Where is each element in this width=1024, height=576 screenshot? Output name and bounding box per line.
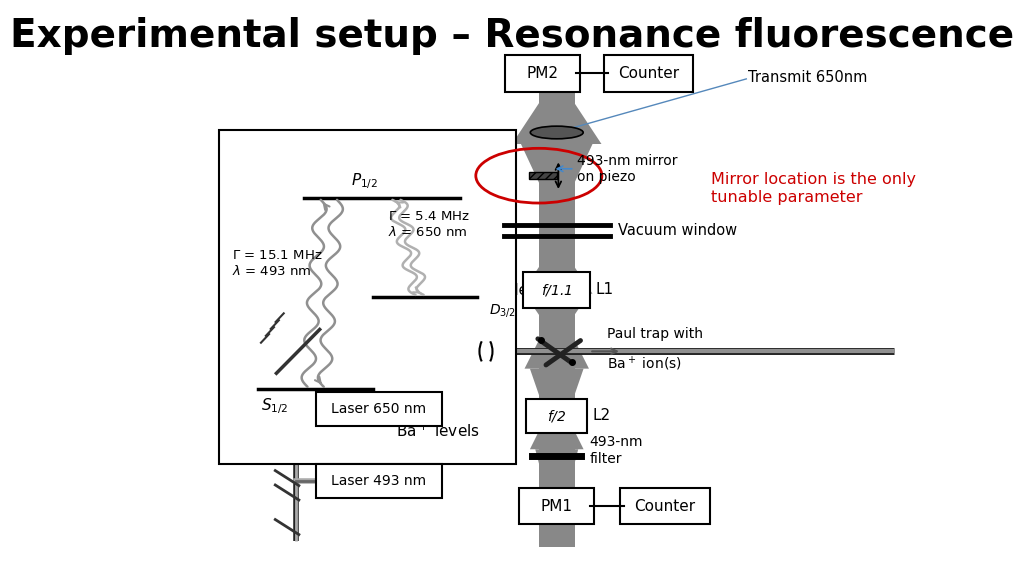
Text: $\it{\Gamma}$ = 5.4 MHz
$\it{\lambda}$ = 650 nm: $\it{\Gamma}$ = 5.4 MHz $\it{\lambda}$ =… xyxy=(388,210,470,239)
Polygon shape xyxy=(524,323,589,369)
Text: Vacuum window: Vacuum window xyxy=(617,223,737,238)
FancyBboxPatch shape xyxy=(604,55,693,92)
FancyBboxPatch shape xyxy=(523,272,590,308)
Text: Paul trap with: Paul trap with xyxy=(607,327,703,341)
Text: Achromatic lens: Achromatic lens xyxy=(427,283,545,298)
Polygon shape xyxy=(521,144,593,190)
Polygon shape xyxy=(524,294,589,323)
Text: $\it{\Gamma}$ = 15.1 MHz
$\it{\lambda}$ = 493 nm: $\it{\Gamma}$ = 15.1 MHz $\it{\lambda}$ … xyxy=(231,249,323,278)
Bar xyxy=(539,69,574,547)
FancyBboxPatch shape xyxy=(316,392,442,426)
Text: $D_{3/2}$: $D_{3/2}$ xyxy=(488,302,516,320)
Ellipse shape xyxy=(530,126,584,139)
Bar xyxy=(529,172,557,179)
Text: 493-nm mirror
on piezo: 493-nm mirror on piezo xyxy=(578,154,678,184)
FancyBboxPatch shape xyxy=(519,488,594,524)
Text: PM1: PM1 xyxy=(541,499,572,514)
Text: 493-nm
filter: 493-nm filter xyxy=(589,435,643,465)
Text: Transmit 650nm: Transmit 650nm xyxy=(748,70,867,85)
Polygon shape xyxy=(529,369,584,420)
Text: Ba$^+$ ion(s): Ba$^+$ ion(s) xyxy=(607,354,682,373)
FancyBboxPatch shape xyxy=(219,130,516,464)
Text: $f$/2: $f$/2 xyxy=(547,408,566,424)
Polygon shape xyxy=(529,420,584,449)
Polygon shape xyxy=(536,449,579,484)
Text: $P_{1/2}$: $P_{1/2}$ xyxy=(351,171,378,191)
Text: Counter: Counter xyxy=(635,499,695,514)
FancyBboxPatch shape xyxy=(506,55,581,92)
Polygon shape xyxy=(521,259,593,294)
Text: PM2: PM2 xyxy=(527,66,559,81)
FancyBboxPatch shape xyxy=(621,488,710,524)
Text: L2: L2 xyxy=(593,408,611,423)
Text: $f$/1.1: $f$/1.1 xyxy=(541,282,572,298)
Text: Mirror location is the only
tunable parameter: Mirror location is the only tunable para… xyxy=(712,172,916,204)
Text: Dichroic mirror: Dichroic mirror xyxy=(252,282,360,297)
Polygon shape xyxy=(512,98,601,144)
Text: Laser 650 nm: Laser 650 nm xyxy=(332,402,427,416)
FancyBboxPatch shape xyxy=(526,399,587,433)
Text: Laser 493 nm: Laser 493 nm xyxy=(332,474,427,488)
Polygon shape xyxy=(536,484,579,507)
Text: Experimental setup – Resonance fluorescence: Experimental setup – Resonance fluoresce… xyxy=(10,17,1014,55)
Text: L1: L1 xyxy=(596,282,614,297)
Text: Ba$^+$ levels: Ba$^+$ levels xyxy=(396,423,480,440)
FancyBboxPatch shape xyxy=(316,464,442,498)
Text: $S_{1/2}$: $S_{1/2}$ xyxy=(261,396,288,416)
Text: Counter: Counter xyxy=(618,66,679,81)
